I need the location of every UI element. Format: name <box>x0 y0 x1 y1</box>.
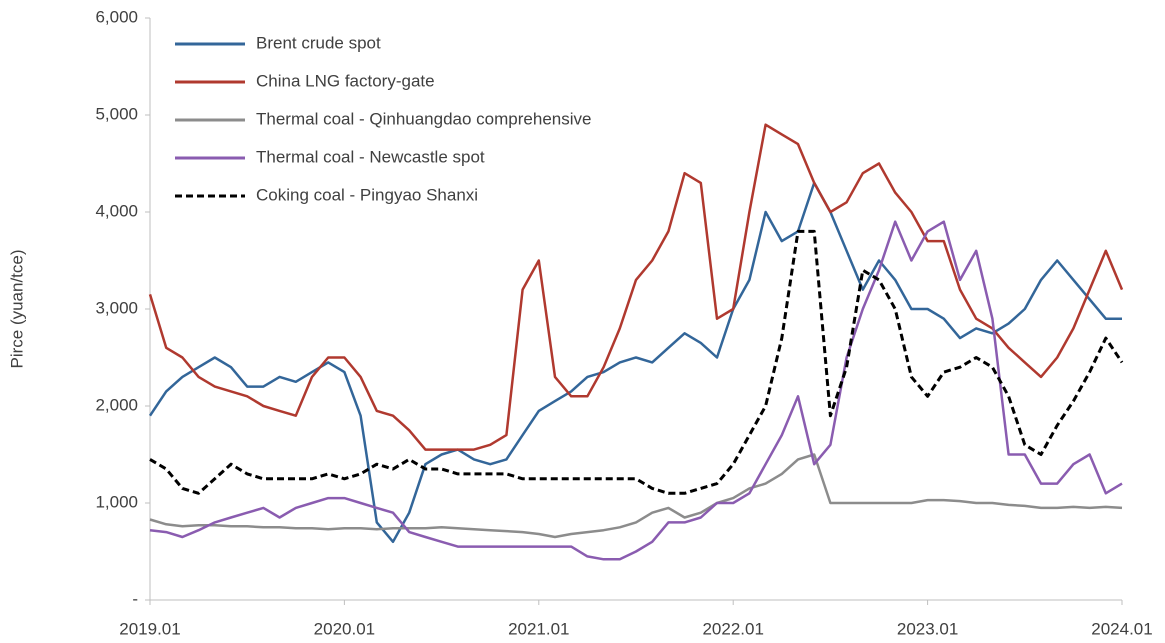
series-line <box>148 181 1122 544</box>
x-tick-label: 2024.01 <box>1091 619 1152 638</box>
series-line <box>148 123 1124 451</box>
x-tick-label: 2019.01 <box>119 619 180 638</box>
y-tick-label: 5,000 <box>95 104 138 123</box>
legend-label: Thermal coal - Qinhuangdao comprehensive <box>256 109 591 128</box>
y-tick-label: 1,000 <box>95 492 138 511</box>
legend-label: Coking coal - Pingyao Shanxi <box>256 185 478 204</box>
y-axis-label: Pirce (yuan/tce) <box>7 249 26 368</box>
series-line <box>149 220 1123 561</box>
y-tick-label: 6,000 <box>95 7 138 26</box>
series-line <box>149 229 1124 495</box>
y-tick-label: - <box>132 589 138 608</box>
x-tick-label: 2021.01 <box>508 619 569 638</box>
x-tick-label: 2020.01 <box>314 619 375 638</box>
x-tick-label: 2022.01 <box>702 619 763 638</box>
legend-label: China LNG factory-gate <box>256 71 435 90</box>
y-tick-label: 3,000 <box>95 298 138 317</box>
legend-label: Thermal coal - Newcastle spot <box>256 147 485 166</box>
series-line <box>149 453 1123 539</box>
x-tick-label: 2023.01 <box>897 619 958 638</box>
y-tick-label: 4,000 <box>95 201 138 220</box>
legend-label: Brent crude spot <box>256 33 381 52</box>
y-tick-label: 2,000 <box>95 395 138 414</box>
